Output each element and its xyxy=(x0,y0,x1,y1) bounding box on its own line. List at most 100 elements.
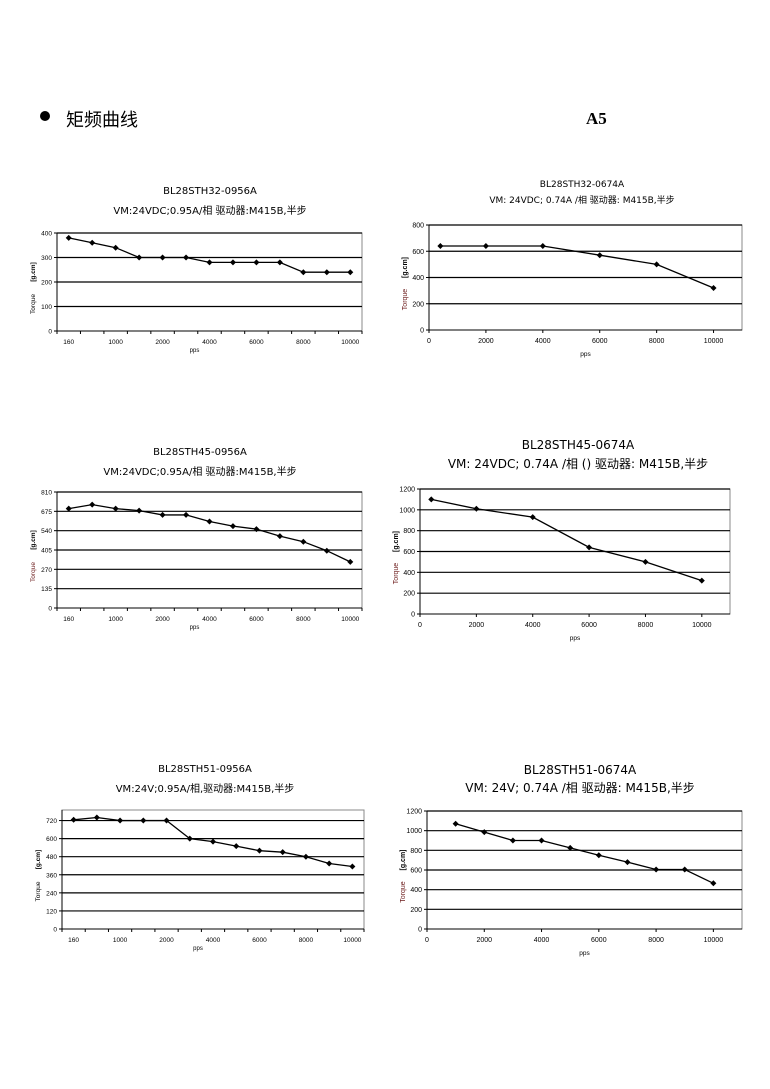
chart-1-x-tick-label: 4000 xyxy=(202,339,217,346)
chart-2-x-tick-label: 4000 xyxy=(535,338,551,345)
chart-6-data-point xyxy=(481,829,488,836)
chart-4-y-tick-label: 600 xyxy=(403,549,415,556)
chart-5-y-tick-label: 480 xyxy=(46,854,57,861)
chart-1-data-point xyxy=(229,259,236,266)
chart-3-x-tick-label: 8000 xyxy=(296,616,311,623)
chart-3-y-axis-unit: [g.cm] xyxy=(30,530,37,550)
chart-4-data-point xyxy=(428,496,435,503)
chart-3-x-axis-label: pps xyxy=(190,625,200,631)
chart-3-x-tick-label: 160 xyxy=(63,616,74,623)
chart-3-x-tick-label: 4000 xyxy=(202,616,217,623)
chart-4-y-tick-label: 1200 xyxy=(399,487,415,494)
chart-2-y-tick-label: 200 xyxy=(412,301,424,308)
chart-5-x-tick-label: 10000 xyxy=(343,937,361,944)
chart-1-data-point xyxy=(347,269,354,276)
chart-3-x-tick-label: 1000 xyxy=(108,616,123,623)
chart-5-data-point xyxy=(163,817,170,824)
chart-2-data-point xyxy=(596,252,603,259)
chart-6-title: BL28STH51-0674A xyxy=(523,763,637,777)
chart-2-x-tick-label: 0 xyxy=(427,338,431,345)
chart-4-data-point xyxy=(698,577,705,584)
chart-4-data-point xyxy=(642,558,649,565)
chart-4-subtitle: VM: 24VDC; 0.74A /相 () 驱动器: M415B,半步 xyxy=(447,457,709,471)
chart-1-y-tick-label: 300 xyxy=(41,255,52,262)
chart-6-x-tick-label: 8000 xyxy=(648,937,664,944)
chart-1-data-point xyxy=(206,259,213,266)
chart-5-data-point xyxy=(70,816,77,823)
chart-1-x-tick-label: 6000 xyxy=(249,339,264,346)
chart-1-y-tick-label: 400 xyxy=(41,231,52,238)
chart-1-data-point xyxy=(65,234,72,241)
chart-2-y-tick-label: 800 xyxy=(412,223,424,230)
chart-6-y-tick-label: 600 xyxy=(410,868,422,875)
chart-1-x-tick-label: 160 xyxy=(63,339,74,346)
chart-5-data-point xyxy=(326,860,333,867)
chart-3-data-point xyxy=(65,505,72,512)
chart-1-x-tick-label: 1000 xyxy=(108,339,123,346)
chart-6-x-tick-label: 2000 xyxy=(476,937,492,944)
chart-3-data-point xyxy=(276,533,283,540)
chart-5-data-point xyxy=(233,843,240,850)
chart-1-x-axis-label: pps xyxy=(190,348,200,354)
chart-6-y-tick-label: 200 xyxy=(410,907,422,914)
chart-3-data-point xyxy=(89,501,96,508)
chart-2-series-line xyxy=(440,245,714,289)
chart-5-x-axis-label: pps xyxy=(193,946,203,952)
chart-2-title: BL28STH32-0674A xyxy=(539,180,625,190)
chart-5-x-tick-label: 6000 xyxy=(252,937,267,944)
chart-3-y-tick-label: 270 xyxy=(41,567,52,574)
chart-6-y-axis-unit: [g.cm] xyxy=(400,850,407,871)
chart-3-data-point xyxy=(112,505,119,512)
chart-4-x-tick-label: 0 xyxy=(418,622,422,629)
chart-4-y-axis-unit: [g.cm] xyxy=(393,531,400,552)
chart-6-data-point xyxy=(538,837,545,844)
chart-5-y-tick-label: 360 xyxy=(46,872,57,879)
chart-2-x-tick-label: 2000 xyxy=(478,338,494,345)
chart-1-y-tick-label: 100 xyxy=(41,304,52,311)
chart-3-data-point xyxy=(300,538,307,545)
chart-2-x-tick-label: 8000 xyxy=(649,338,665,345)
chart-1-data-point xyxy=(183,254,190,261)
chart-2-y-tick-label: 400 xyxy=(412,275,424,282)
chart-2-data-point xyxy=(653,261,660,268)
chart-6-data-point xyxy=(681,866,688,873)
chart-6-x-axis-label: pps xyxy=(579,950,590,957)
chart-2-data-point xyxy=(437,243,444,249)
chart-4-x-tick-label: 4000 xyxy=(525,622,541,629)
chart-1-x-tick-label: 2000 xyxy=(155,339,170,346)
chart-4-y-tick-label: 0 xyxy=(411,612,415,619)
chart-1-data-point xyxy=(112,244,119,251)
chart-3-subtitle: VM:24VDC;0.95A/相 驱动器:M415B,半步 xyxy=(103,467,297,478)
chart-5-data-point xyxy=(186,835,193,842)
chart-1-data-point xyxy=(300,269,307,276)
chart-4-data-point xyxy=(473,505,480,512)
chart-5-y-axis-label: Torque xyxy=(35,881,42,901)
chart-3-x-tick-label: 10000 xyxy=(341,616,359,623)
chart-5-x-tick-label: 1000 xyxy=(113,937,128,944)
chart-5-x-tick-label: 4000 xyxy=(206,937,221,944)
chart-6-data-point xyxy=(653,866,660,873)
chart-3-x-tick-label: 6000 xyxy=(249,616,264,623)
chart-5-plot-area xyxy=(61,809,365,930)
section-title: 矩频曲线 xyxy=(66,110,138,131)
chart-3-y-tick-label: 675 xyxy=(41,509,52,516)
chart-5-x-tick-label: 160 xyxy=(68,937,79,944)
chart-2-y-tick-label: 0 xyxy=(420,328,424,335)
chart-5-y-axis-unit: [g.cm] xyxy=(35,850,42,870)
chart-3-data-point xyxy=(206,518,213,525)
chart-1-data-point xyxy=(136,254,143,261)
chart-4-x-tick-label: 8000 xyxy=(638,622,654,629)
chart-4-x-axis-label: pps xyxy=(570,635,581,642)
chart-3-y-tick-label: 540 xyxy=(41,528,52,535)
chart-4-y-tick-label: 400 xyxy=(403,570,415,577)
page-code: A5 xyxy=(586,109,607,128)
chart-4-y-tick-label: 1000 xyxy=(399,507,415,514)
chart-1-y-axis-label: Torque xyxy=(30,294,37,314)
chart-6-subtitle: VM: 24V; 0.74A /相 驱动器: M415B,半步 xyxy=(465,781,695,795)
chart-1-y-tick-label: 0 xyxy=(48,329,52,336)
chart-5-data-point xyxy=(302,853,309,860)
chart-4-title: BL28STH45-0674A xyxy=(521,438,635,452)
chart-6-data-point xyxy=(624,859,631,866)
chart-3-data-point xyxy=(183,511,190,518)
